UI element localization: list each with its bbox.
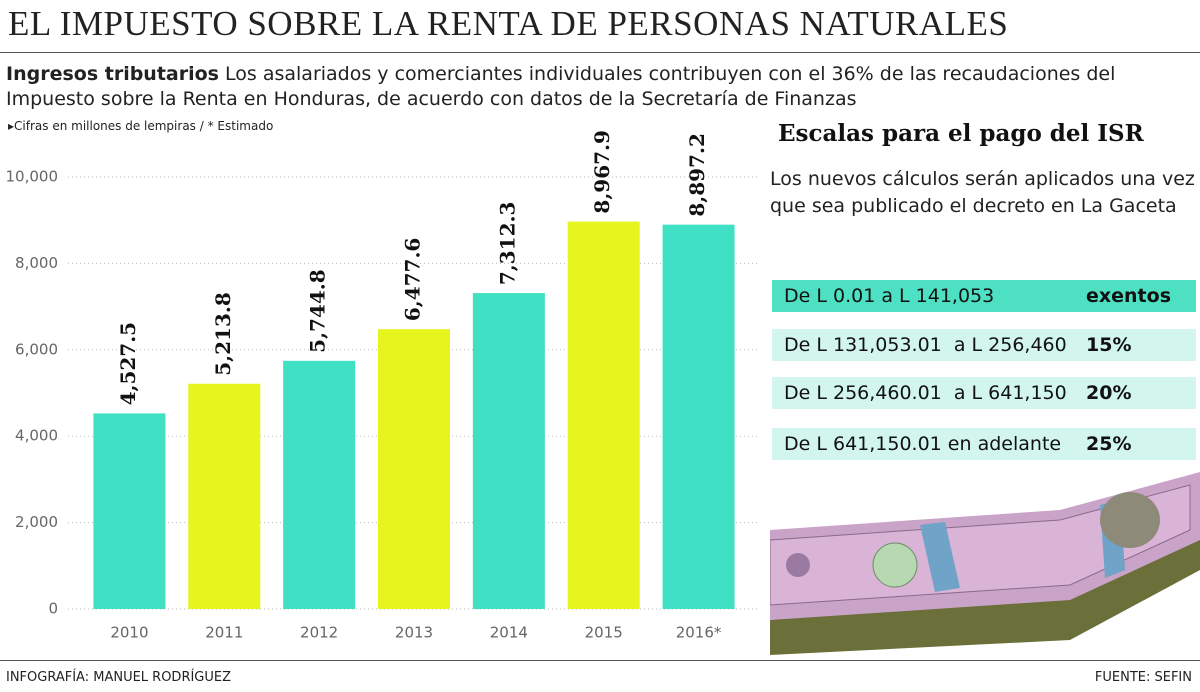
y-tick-label: 10,000 [6, 168, 59, 186]
bracket-row: De L 641,150.01 en adelante 25% [772, 428, 1196, 460]
note: ▸Cifras en millones de lempiras / * Esti… [8, 119, 274, 133]
bracket-row: De L 256,460.01 a L 641,150 20% [772, 377, 1196, 409]
bracket-rate: 25% [1086, 433, 1132, 455]
value-label: 7,312.3 [495, 202, 519, 286]
bar [283, 360, 356, 609]
credit: INFOGRAFÍA: MANUEL RODRÍGUEZ [6, 670, 232, 685]
bracket-rate: 20% [1086, 382, 1132, 404]
bar [378, 329, 450, 609]
y-tick-label: 2,000 [15, 513, 58, 531]
title: EL IMPUESTO SOBRE LA RENTA DE PERSONAS N… [8, 4, 1009, 43]
bracket-range: De L 131,053.01 a L 256,460 [784, 334, 1067, 356]
x-tick-label: 2012 [300, 624, 338, 642]
y-tick-label: 8,000 [15, 254, 58, 272]
value-label: 8,897.2 [685, 133, 709, 217]
bar [188, 383, 261, 609]
panel-title: Escalas para el pago del ISR [778, 120, 1144, 147]
panel-text: Los nuevos cálculos serán aplicados una … [770, 168, 1195, 217]
source: FUENTE: SEFIN [1094, 670, 1192, 685]
bracket-row: De L 131,053.01 a L 256,460 15% [772, 329, 1196, 361]
bracket-rate: 15% [1086, 334, 1132, 356]
x-tick-label: 2013 [395, 624, 433, 642]
value-label: 4,527.5 [116, 322, 140, 406]
bracket-range: De L 256,460.01 a L 641,150 [784, 382, 1067, 404]
x-tick-label: 2015 [585, 624, 623, 642]
value-label: 5,744.8 [306, 269, 330, 353]
bar [567, 221, 640, 609]
value-label: 6,477.6 [401, 238, 425, 322]
subtitle-text: Los asalariados y comerciantes individua… [6, 63, 1116, 110]
money-illustration [770, 472, 1200, 655]
y-tick-label: 4,000 [15, 427, 58, 445]
x-tick-label: 2014 [490, 624, 528, 642]
footer-rule [0, 660, 1200, 661]
y-tick-label: 0 [48, 600, 58, 618]
chart: 0 2,000 4,000 6,000 8,000 10,000 2010 4,527.5 20… [6, 130, 760, 642]
bracket-row: De L 0.01 a L 141,053 exentos [772, 280, 1196, 312]
x-tick-label: 2016* [676, 624, 722, 642]
value-label: 5,213.8 [211, 292, 235, 376]
bracket-rate: exentos [1086, 285, 1171, 307]
bar [472, 293, 545, 609]
bar [93, 413, 166, 609]
subtitle-lead: Ingresos tributarios [6, 63, 219, 85]
x-tick-label: 2010 [110, 624, 148, 642]
rule [0, 52, 1200, 53]
y-tick-label: 6,000 [15, 340, 58, 358]
x-tick-label: 2011 [205, 624, 243, 642]
subtitle: Ingresos tributarios Los asalariados y c… [6, 62, 1196, 112]
value-label: 8,967.9 [590, 130, 614, 214]
bracket-range: De L 641,150.01 en adelante [784, 433, 1062, 455]
note-text: Cifras en millones de lempiras / * Estim… [14, 119, 274, 133]
bar [662, 224, 735, 609]
bracket-range: De L 0.01 a L 141,053 [784, 285, 995, 307]
